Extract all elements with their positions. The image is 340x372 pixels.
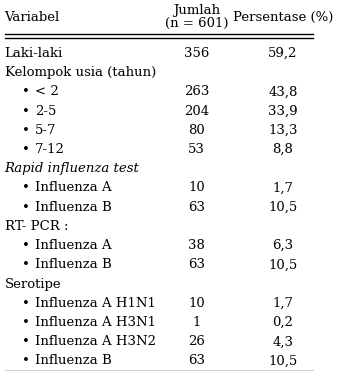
Text: Serotipe: Serotipe: [4, 278, 61, 291]
Text: 38: 38: [188, 239, 205, 252]
Text: 6,3: 6,3: [272, 239, 294, 252]
Text: Laki-laki: Laki-laki: [4, 47, 63, 60]
Text: Influenza A: Influenza A: [35, 239, 112, 252]
Text: •: •: [22, 143, 30, 156]
Text: 204: 204: [184, 105, 209, 118]
Text: 0,2: 0,2: [273, 316, 293, 329]
Text: •: •: [22, 105, 30, 118]
Text: •: •: [22, 239, 30, 252]
Text: < 2: < 2: [35, 85, 59, 98]
Text: 59,2: 59,2: [268, 47, 298, 60]
Text: 10: 10: [188, 182, 205, 195]
Text: 356: 356: [184, 47, 209, 60]
Text: 263: 263: [184, 85, 209, 98]
Text: •: •: [22, 355, 30, 368]
Text: 63: 63: [188, 201, 205, 214]
Text: Kelompok usia (tahun): Kelompok usia (tahun): [4, 66, 156, 79]
Text: 43,8: 43,8: [268, 85, 298, 98]
Text: Influenza B: Influenza B: [35, 258, 112, 271]
Text: 7-12: 7-12: [35, 143, 65, 156]
Text: 10: 10: [188, 297, 205, 310]
Text: Jumlah: Jumlah: [173, 4, 220, 16]
Text: Influenza A H1N1: Influenza A H1N1: [35, 297, 156, 310]
Text: 33,9: 33,9: [268, 105, 298, 118]
Text: 1,7: 1,7: [273, 297, 293, 310]
Text: 10,5: 10,5: [268, 258, 298, 271]
Text: Influenza B: Influenza B: [35, 201, 112, 214]
Text: (n = 601): (n = 601): [165, 17, 228, 30]
Text: Influenza A H3N1: Influenza A H3N1: [35, 316, 156, 329]
Text: Persentase (%): Persentase (%): [233, 11, 333, 24]
Text: 4,3: 4,3: [273, 335, 293, 348]
Text: •: •: [22, 85, 30, 98]
Text: 5-7: 5-7: [35, 124, 56, 137]
Text: •: •: [22, 124, 30, 137]
Text: •: •: [22, 316, 30, 329]
Text: Influenza A H3N2: Influenza A H3N2: [35, 335, 156, 348]
Text: Influenza A: Influenza A: [35, 182, 112, 195]
Text: 8,8: 8,8: [273, 143, 293, 156]
Text: •: •: [22, 201, 30, 214]
Text: 2-5: 2-5: [35, 105, 56, 118]
Text: RT- PCR :: RT- PCR :: [4, 220, 68, 233]
Text: •: •: [22, 297, 30, 310]
Text: 63: 63: [188, 258, 205, 271]
Text: 80: 80: [188, 124, 205, 137]
Text: 53: 53: [188, 143, 205, 156]
Text: 10,5: 10,5: [268, 355, 298, 368]
Text: 10,5: 10,5: [268, 201, 298, 214]
Text: •: •: [22, 182, 30, 195]
Text: 1: 1: [192, 316, 201, 329]
Text: 63: 63: [188, 355, 205, 368]
Text: 13,3: 13,3: [268, 124, 298, 137]
Text: 1,7: 1,7: [273, 182, 293, 195]
Text: 26: 26: [188, 335, 205, 348]
Text: Variabel: Variabel: [4, 11, 60, 24]
Text: Influenza B: Influenza B: [35, 355, 112, 368]
Text: Rapid influenza test: Rapid influenza test: [4, 162, 139, 175]
Text: •: •: [22, 335, 30, 348]
Text: •: •: [22, 258, 30, 271]
